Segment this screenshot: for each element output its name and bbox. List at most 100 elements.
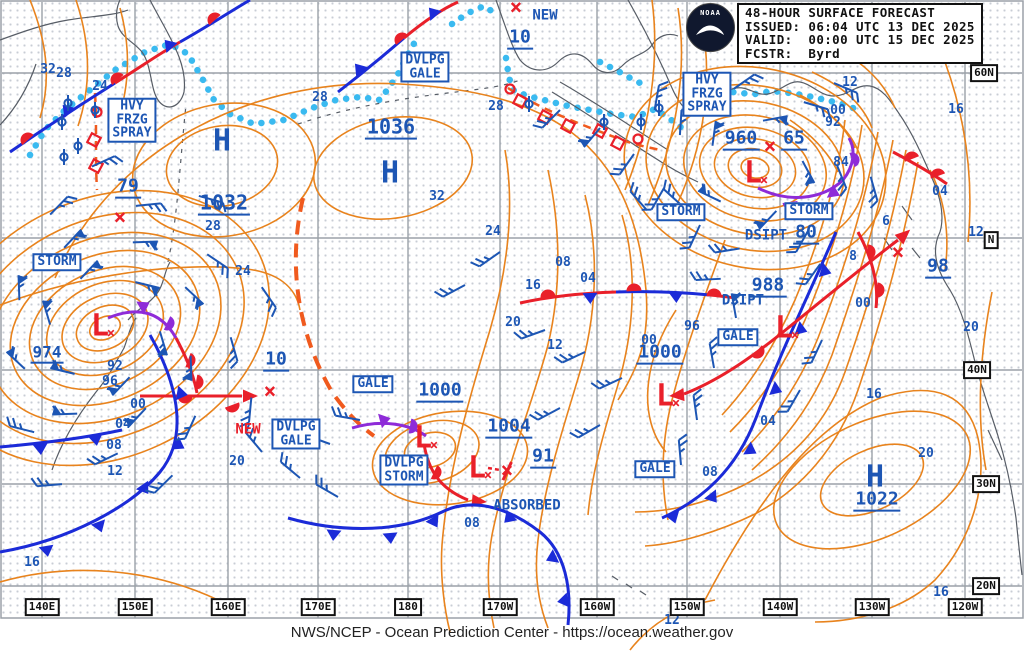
x-mark: × [106,325,116,342]
noaa-logo-text: NOAA [700,9,721,17]
forecast-title: 48-HOUR SURFACE FORECAST [745,5,936,20]
warning-box: STORM [656,203,706,221]
isobar-label: 08 [555,255,571,271]
warning-box: GALE [717,328,759,346]
isobar-label: 16 [866,387,882,403]
x-mark: × [891,240,905,265]
pressure-label: 1000 [416,379,464,403]
noaa-logo: NOAA [686,3,735,52]
pressure-label: 1036 [364,114,418,140]
note-label: ABSORBED [493,497,561,514]
chart-source-caption: NWS/NCEP - Ocean Prediction Center - htt… [290,624,734,641]
pressure-label: 91 [530,445,556,469]
isobar-label: 16 [24,555,40,571]
warning-box: GALE [352,375,394,393]
pressure-label: 80 [793,221,819,245]
warning-box: DVLPG GALE [400,51,450,83]
longitude-label: 130W [854,598,890,616]
x-mark: × [483,467,493,484]
x-mark: × [429,437,439,454]
isobar-label: 16 [933,585,949,601]
isobar-label: 6 [882,214,890,230]
x-mark: × [671,395,681,412]
isobar-label: 16 [525,278,541,294]
isobar-label: 32 [429,189,445,205]
pressure-label: 1000 [636,341,684,365]
isobar-label: 32 [40,62,56,78]
longitude-label: 160W [579,598,615,616]
isobar-label: 12 [968,225,984,241]
low-pressure-symbol: L [743,155,763,191]
isobar-label: 04 [760,414,776,430]
warning-box: STORM [784,202,834,220]
warning-box: DVLPG GALE [271,418,321,450]
x-mark: × [759,172,769,189]
pressure-label: 79 [115,175,141,199]
forecast-header: NOAA 48-HOUR SURFACE FORECAST ISSUED: 06… [686,3,983,64]
isobar-label: 24 [92,79,108,95]
forecast-issued: ISSUED: 06:04 UTC 13 DEC 2025 [745,18,975,34]
warning-box: GALE [634,460,676,478]
isobar-label: 92 [107,359,123,375]
isobar-label: 04 [115,417,131,433]
isobar-label: 08 [106,438,122,454]
pressure-label: 960 [722,127,760,151]
pressure-label: 98 [925,255,951,279]
isobar-label: 12 [842,75,858,91]
longitude-label: 120W [947,598,983,616]
isobar-label: 20 [918,446,934,462]
x-mark: × [790,327,800,344]
note-label: DSIPT [744,227,788,244]
isobar-label: 24 [485,224,501,240]
latitude-label: 20N [972,577,1000,595]
isobar-label: 92 [825,115,841,131]
pressure-label: 974 [30,342,64,364]
pressure-label: 10 [507,26,533,50]
low-pressure-symbol: L [90,308,110,344]
x-mark: × [263,379,277,404]
forecast-forecaster: FCSTR: Byrd [745,45,841,61]
pressure-label: 1004 [485,415,533,439]
latitude-label: 30N [972,475,1000,493]
warning-box: HVY FRZG SPRAY [682,71,732,117]
x-mark: × [509,0,523,20]
longitude-label: 140E [24,598,60,616]
longitude-label: 170W [482,598,518,616]
warning-box: DVLPG STORM [379,454,429,486]
longitude-label: 180 [394,598,422,616]
isobar-label: 08 [702,465,718,481]
longitude-label: 150W [669,598,705,616]
isobar-label: 00 [830,103,846,119]
isobar-label: 28 [488,99,504,115]
forecast-title-box: 48-HOUR SURFACE FORECAST ISSUED: 06:04 U… [737,3,983,64]
isobar-label: 00 [641,333,657,349]
isobar-label: 12 [547,338,563,354]
latitude-label: 40N [963,361,991,379]
longitude-label: 150E [117,598,153,616]
note-label: DSIPT [721,292,765,309]
isobar-label: 08 [464,516,480,532]
pressure-label: 1022 [853,488,901,512]
isobar-label: 00 [855,296,871,312]
isobar-label: 16 [948,102,964,118]
pressure-label: 10 [263,348,289,372]
isobar-label: 20 [229,454,245,470]
isobar-label: 24 [235,264,251,280]
note-label: NEW [235,421,261,438]
high-pressure-symbol: H [212,123,232,159]
warning-box: HVY FRZG SPRAY [107,97,157,143]
longitude-label: 160E [210,598,246,616]
isobar-label: 04 [580,271,596,287]
isobar-label: 96 [684,319,700,335]
noaa-gull-icon [696,25,724,35]
x-mark: × [763,134,777,159]
low-pressure-symbol: L [655,378,675,414]
pressure-label: 1032 [197,190,251,216]
warning-box: STORM [32,253,82,271]
isobar-label: 04 [932,184,948,200]
isobar-label: 96 [102,374,118,390]
low-pressure-symbol: L [774,310,794,346]
low-pressure-symbol: L [467,450,487,486]
